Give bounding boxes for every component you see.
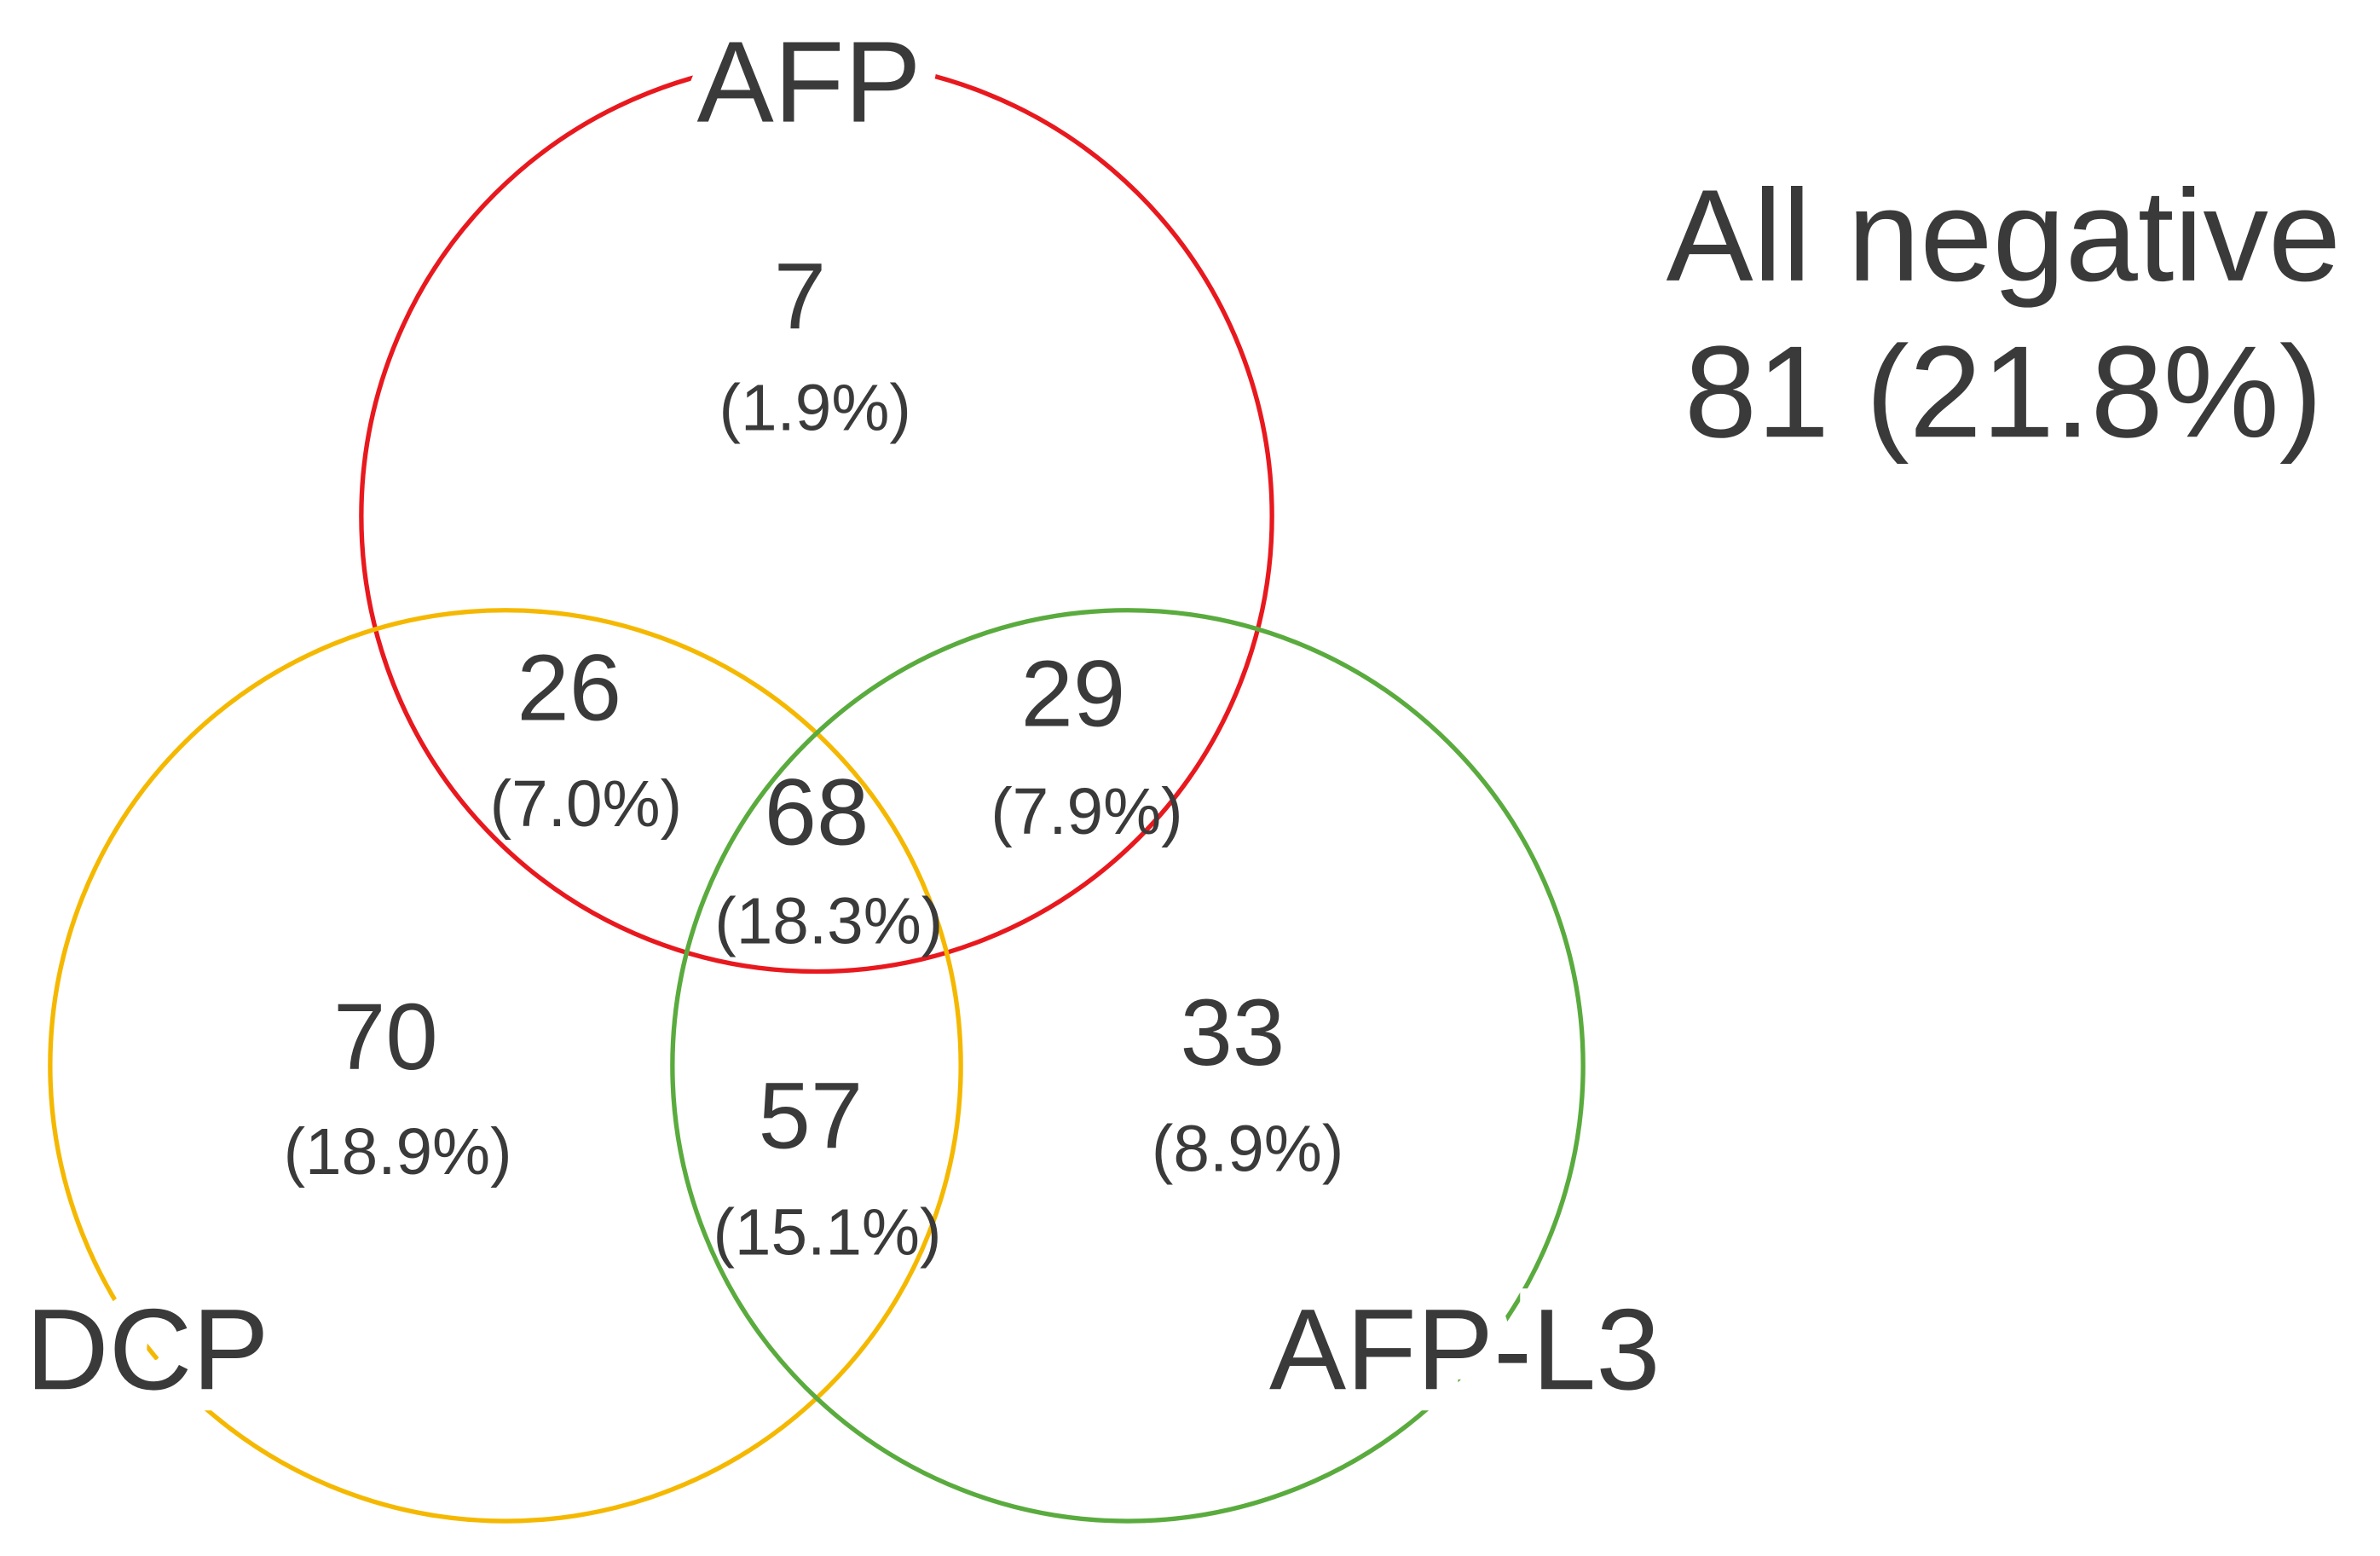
region-percent: (18.3%) <box>714 885 943 957</box>
region-count: 70 <box>333 985 438 1090</box>
region-count: 68 <box>765 761 869 865</box>
region-percent: (18.9%) <box>284 1116 512 1189</box>
set-label: AFP-L3 <box>1269 1285 1661 1414</box>
region-count: 29 <box>1021 642 1126 747</box>
region-percent: (1.9%) <box>719 373 910 445</box>
region-percent: (7.9%) <box>991 776 1182 848</box>
negative-value: 81 (21.8%) <box>1684 319 2323 465</box>
region-percent: (7.0%) <box>490 768 682 841</box>
region-count: 26 <box>517 636 621 741</box>
region-count: 33 <box>1180 980 1285 1085</box>
set-circle <box>359 58 1274 975</box>
negative-label: All negative <box>1667 163 2342 309</box>
region-count: 7 <box>774 244 826 349</box>
set-circle <box>670 608 1586 1524</box>
set-label: DCP <box>26 1285 269 1414</box>
set-circle <box>48 608 963 1524</box>
region-percent: (15.1%) <box>713 1196 941 1269</box>
region-percent: (8.9%) <box>1152 1113 1343 1185</box>
set-label: AFP <box>697 18 921 147</box>
region-count: 57 <box>758 1064 863 1169</box>
